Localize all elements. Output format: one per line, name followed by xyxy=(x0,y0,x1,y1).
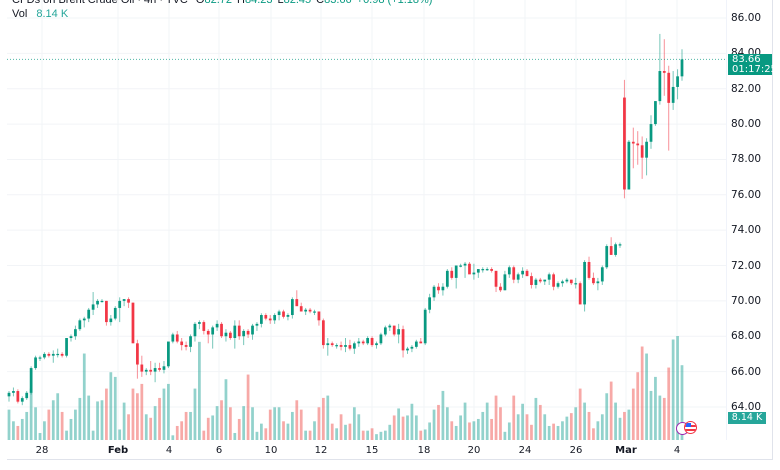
price-tick-label: 64.00 xyxy=(731,400,762,413)
price-tick-label: 68.00 xyxy=(731,330,762,343)
price-tick-label: 76.00 xyxy=(731,188,762,201)
price-tick-label: 70.00 xyxy=(731,294,762,307)
time-tick-label: 4 xyxy=(165,445,173,456)
bar-countdown: 01:17:25 xyxy=(732,64,777,75)
ohlc-values: O82.72 H84.23 L82.45 C83.66 +0.98 (+1.18%) xyxy=(195,0,433,6)
volume-row: Vol 8.14 K xyxy=(12,7,432,21)
price-tick-label: 66.00 xyxy=(731,365,762,378)
chart-right-border xyxy=(772,0,773,460)
volume-bars xyxy=(7,336,684,440)
volume-last-tag: 8.14 K xyxy=(728,412,766,424)
volume-value: 8.14 K xyxy=(36,8,69,20)
time-tick-label: 26 xyxy=(569,445,583,456)
economic-events[interactable] xyxy=(676,421,702,437)
time-tick-label: Feb xyxy=(107,445,129,456)
time-tick-label: 12 xyxy=(314,445,328,456)
time-tick-label: 4 xyxy=(673,445,681,456)
price-tick-label: 78.00 xyxy=(731,153,762,166)
time-tick-label: 6 xyxy=(215,445,223,456)
volume-label[interactable]: Vol xyxy=(12,8,28,20)
price-candles xyxy=(7,33,684,406)
price-tick-label: 82.00 xyxy=(731,82,762,95)
chart-legend: CFDs on Brent Crude Oil · 4h · TVC O82.7… xyxy=(12,0,432,21)
time-tick-label: 24 xyxy=(518,445,532,456)
time-tick-label: 10 xyxy=(264,445,278,456)
price-axis-separator xyxy=(726,0,727,440)
symbol-title[interactable]: CFDs on Brent Crude Oil · 4h · TVC xyxy=(12,0,188,6)
price-tick-label: 72.00 xyxy=(731,259,762,272)
time-tick-label: 18 xyxy=(417,445,431,456)
symbol-ohlc-row: CFDs on Brent Crude Oil · 4h · TVC O82.7… xyxy=(12,0,432,7)
price-tick-label: 86.00 xyxy=(731,12,762,24)
time-tick-label: 20 xyxy=(467,445,481,456)
time-tick-label: Mar xyxy=(615,445,637,456)
last-price-tag: 83.66 01:17:25 xyxy=(728,54,777,75)
chart-bottom-border xyxy=(7,459,773,460)
us-flag-event-icon[interactable] xyxy=(684,421,697,434)
last-price-value: 83.66 xyxy=(732,54,761,65)
time-tick-label: 28 xyxy=(35,445,49,456)
price-tick-label: 74.00 xyxy=(731,224,762,237)
chart-grid xyxy=(7,0,726,440)
price-tick-label: 80.00 xyxy=(731,118,762,131)
time-tick-label: 15 xyxy=(365,445,379,456)
